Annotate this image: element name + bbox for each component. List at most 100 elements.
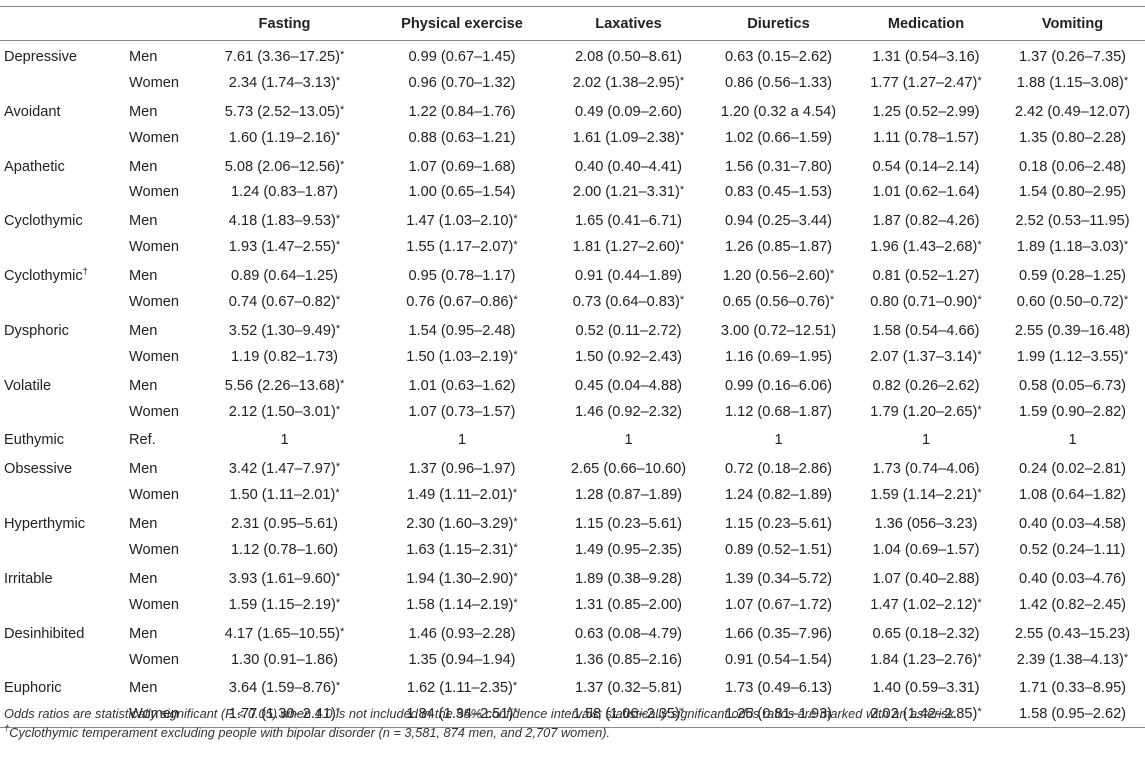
odds-ratio-cell: 1.84 (1.23–2.76)* (852, 647, 1000, 673)
temperament-cell (0, 344, 129, 370)
sex-cell: Women (129, 596, 180, 613)
odds-ratio-cell: 1.11 (0.78–1.57) (852, 125, 1000, 151)
odds-ratio-cell: 1.77 (1.27–2.47)* (852, 70, 1000, 96)
significance-asterisk: * (335, 403, 341, 416)
temperament-cell (0, 647, 129, 673)
table-row: Women 1.93 (1.47–2.55)* 1.55 (1.17–2.07)* 1… (0, 234, 1145, 260)
table-row: Women 2.12 (1.50–3.01)* 1.07 (0.73–1.57) 1.… (0, 399, 1145, 425)
odds-ratio-cell: 1.93 (1.47–2.55)* (197, 234, 372, 260)
temperament-label: Hyperthymic (4, 516, 86, 533)
odds-ratio-cell: 3.64 (1.59–8.76)* (197, 672, 372, 701)
odds-ratio-value: 1.73 (0.49–6.13) (724, 680, 833, 697)
odds-ratio-cell: 1.47 (1.03–2.10)* (372, 205, 552, 234)
odds-ratio-cell: 2.52 (0.53–11.95) (1000, 205, 1145, 234)
sex-cell: Women (129, 651, 180, 668)
odds-ratio-value: 1.11 (0.78–1.57) (872, 129, 980, 146)
odds-ratio-cell: 0.54 (0.14–2.14) (852, 151, 1000, 180)
odds-ratio-value: 0.80 (0.71–0.90) (870, 293, 978, 310)
odds-ratio-cell: 1.35 (0.94–1.94) (372, 647, 552, 673)
odds-ratio-value: 0.99 (0.67–1.45) (408, 48, 516, 65)
temperament-cell: Euthymic (0, 424, 129, 453)
odds-ratio-cell: 1.54 (0.95–2.48) (372, 315, 552, 344)
odds-ratio-cell: 0.58 (0.05–6.73) (1000, 370, 1145, 399)
odds-ratio-cell: 1.36 (0.85–2.16) (552, 647, 705, 673)
sex-cell: Women (129, 487, 180, 504)
odds-ratio-cell: 4.18 (1.83–9.53)* (197, 205, 372, 234)
sex-cell: Women (129, 348, 180, 365)
odds-ratio-value: 1.12 (0.68–1.87) (724, 403, 833, 420)
temperament-cell: Avoidant (0, 96, 129, 125)
temperament-label: Avoidant (4, 103, 61, 120)
significance-asterisk: * (977, 706, 982, 719)
odds-ratio-value: 1.47 (1.03–2.10) (406, 213, 514, 230)
significance-asterisk: * (335, 293, 341, 306)
odds-ratio-value: 1.20 (0.32 a 4.54) (720, 103, 837, 120)
odds-ratio-cell: 5.08 (2.06–12.56)* (197, 151, 372, 180)
odds-ratio-cell: 1.66 (0.35–7.96) (705, 618, 852, 647)
odds-ratio-cell: 1.49 (0.95–2.35) (552, 537, 705, 563)
odds-ratio-cell: 1.25 (0.52–2.99) (852, 96, 1000, 125)
sex-cell: Women (129, 129, 180, 146)
significance-asterisk: * (977, 293, 982, 306)
odds-ratio-cell: 0.59 (0.28–1.25) (1000, 260, 1145, 289)
table-row: Euphoric Men 3.64 (1.59–8.76)* 1.62 (1.11–2… (0, 672, 1145, 701)
column-header (0, 6, 129, 41)
odds-ratio-cell: 5.56 (2.26–13.68)* (197, 370, 372, 399)
temperament-label: Obsessive (4, 461, 73, 478)
odds-ratio-cell: 1.47 (1.02–2.12)* (852, 592, 1000, 618)
odds-ratio-value: 1.22 (0.84–1.76) (408, 103, 516, 120)
temperament-cell: Obsessive (0, 453, 129, 482)
significance-asterisk: * (679, 184, 685, 197)
odds-ratio-cell: 1.40 (0.59–3.31) (852, 672, 1000, 701)
table-header-row: Fasting Physical exercise Laxatives Diur… (0, 6, 1145, 41)
odds-ratio-cell: 1.46 (0.93–2.28) (372, 618, 552, 647)
temperament-cell: Cyclothymic (0, 205, 129, 234)
odds-ratio-cell: 1.77 (1.30–2.41)* (197, 701, 372, 729)
sex-cell: Men (129, 322, 158, 339)
significance-asterisk: * (977, 487, 982, 500)
odds-ratio-cell: 0.73 (0.64–0.83)* (552, 289, 705, 315)
odds-ratio-cell: 0.40 (0.03–4.58) (1000, 508, 1145, 537)
odds-ratio-value: 5.08 (2.06–12.56) (224, 158, 340, 175)
table-row: Women 1.50 (1.11–2.01)* 1.49 (1.11–2.01)* 1… (0, 482, 1145, 508)
temperament-label: Desinhibited (4, 625, 85, 642)
odds-ratio-value: 1.54 (0.95–2.48) (408, 322, 516, 339)
temperament-cell (0, 179, 129, 205)
odds-ratio-cell: 0.52 (0.11–2.72) (552, 315, 705, 344)
odds-ratio-value: 1.35 (0.94–1.94) (408, 651, 516, 668)
odds-ratio-value: 1.01 (0.63–1.62) (408, 377, 516, 394)
odds-ratio-cell: 1.31 (0.85–2.00) (552, 592, 705, 618)
odds-ratio-cell: 0.82 (0.26–2.62) (852, 370, 1000, 399)
odds-ratio-value: 1.24 (0.83–1.87) (230, 184, 339, 201)
odds-ratio-cell: 1.88 (1.15–3.08)* (1000, 70, 1145, 96)
odds-ratio-cell: 0.96 (0.70–1.32) (372, 70, 552, 96)
odds-ratio-cell: 1.02 (0.66–1.59) (705, 125, 852, 151)
temperament-cell (0, 125, 129, 151)
significance-asterisk: * (977, 239, 982, 252)
odds-ratio-value: 2.02 (1.42–2.85) (870, 706, 978, 723)
odds-ratio-value: 1 (1068, 432, 1077, 449)
table-row: Women 0.74 (0.67–0.82)* 0.76 (0.67–0.86)* 0… (0, 289, 1145, 315)
significance-asterisk: * (339, 103, 345, 116)
odds-ratio-cell: 2.00 (1.21–3.31)* (552, 179, 705, 205)
odds-ratio-value: 1.49 (1.11–2.01) (406, 487, 513, 504)
odds-ratio-value: 1.60 (1.19–2.16) (228, 129, 336, 146)
significance-asterisk: * (977, 651, 982, 664)
odds-ratio-value: 1.89 (0.38–9.28) (574, 570, 683, 587)
odds-ratio-value: 0.49 (0.09–2.60) (574, 103, 683, 120)
sex-cell: Men (129, 268, 158, 285)
odds-ratio-value: 1.66 (0.35–7.96) (724, 625, 833, 642)
odds-ratio-cell: 0.89 (0.52–1.51) (705, 537, 852, 563)
table-row: Hyperthymic Men 2.31 (0.95–5.61) 2.30 (1.60… (0, 508, 1145, 537)
odds-ratio-value: 3.42 (1.47–7.97) (228, 461, 336, 478)
odds-ratio-value: 0.24 (0.02–2.81) (1018, 461, 1127, 478)
significance-asterisk: * (679, 129, 685, 142)
odds-ratio-value: 1.25 (0.81–1.93) (724, 706, 833, 723)
significance-asterisk: * (977, 348, 982, 361)
odds-ratio-value: 1.79 (1.20–2.65) (870, 403, 978, 420)
odds-ratio-cell: 0.18 (0.06–2.48) (1000, 151, 1145, 180)
odds-ratio-value: 1.54 (0.80–2.95) (1018, 184, 1127, 201)
odds-ratio-value: 1.07 (0.73–1.57) (408, 403, 516, 420)
odds-ratio-cell: 1.73 (0.74–4.06) (852, 453, 1000, 482)
odds-ratio-cell: 2.65 (0.66–10.60) (552, 453, 705, 482)
